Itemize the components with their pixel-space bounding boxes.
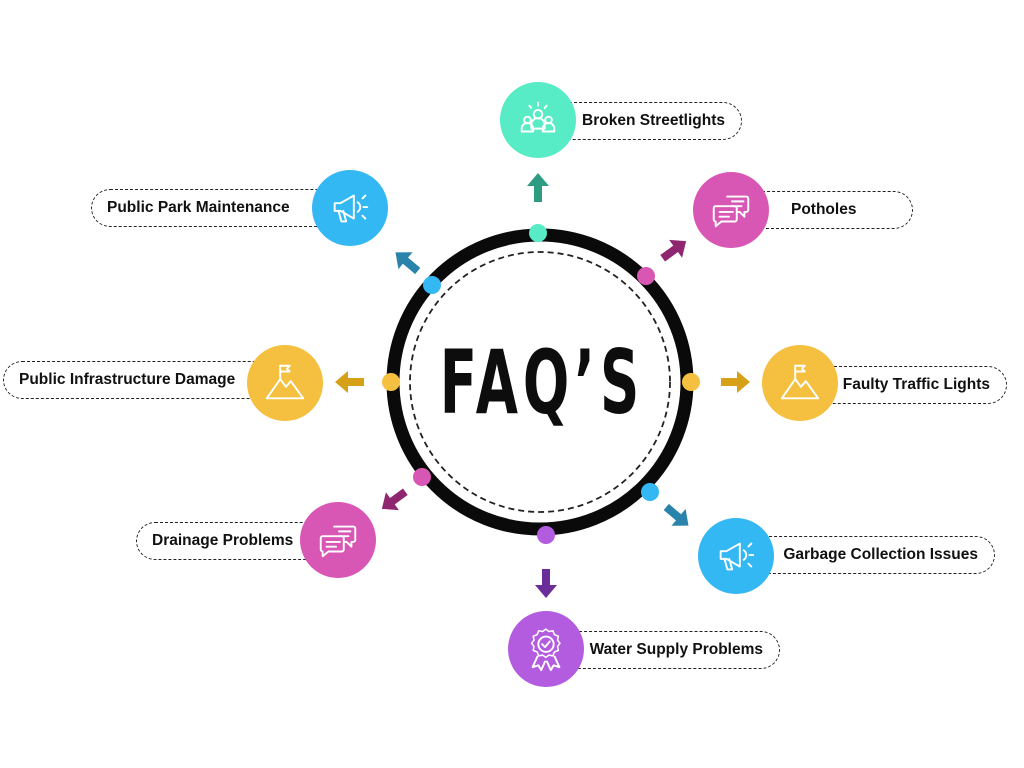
topic-icon-broken-streetlights[interactable] [500, 82, 576, 158]
topic-label-public-infrastructure-damage[interactable]: Public Infrastructure Damage [3, 361, 293, 399]
topic-icon-faulty-traffic-lights[interactable] [762, 345, 838, 421]
center-inner-dashed-ring [409, 251, 671, 513]
topic-text: Public Park Maintenance [107, 199, 290, 216]
connector-dot-broken-streetlights [529, 224, 547, 242]
topic-label-potholes[interactable]: Potholes [738, 191, 913, 229]
topic-label-garbage-collection-issues[interactable]: Garbage Collection Issues [735, 536, 995, 574]
topic-label-water-supply-problems[interactable]: Water Supply Problems [555, 631, 780, 669]
arrow-water-supply-problems [535, 569, 557, 598]
topic-text: Broken Streetlights [582, 112, 725, 129]
award-badge-icon [530, 628, 561, 672]
megaphone-icon [719, 542, 755, 571]
topic-text: Potholes [791, 201, 857, 218]
topic-icon-drainage-problems[interactable] [300, 502, 376, 578]
connector-dot-water-supply-problems [537, 526, 555, 544]
topic-label-drainage-problems[interactable]: Drainage Problems [136, 522, 332, 560]
topic-text: Garbage Collection Issues [783, 546, 978, 563]
topic-icon-garbage-collection-issues[interactable] [698, 518, 774, 594]
arrow-faulty-traffic-lights [721, 371, 750, 393]
connector-dot-garbage-collection-issues [641, 483, 659, 501]
topic-icon-public-park-maintenance[interactable] [312, 170, 388, 246]
connector-dot-public-park-maintenance [423, 276, 441, 294]
arrow-public-park-maintenance [395, 252, 421, 275]
arrow-broken-streetlights [527, 173, 549, 202]
topic-text: Water Supply Problems [589, 641, 763, 658]
connector-dot-drainage-problems [413, 468, 431, 486]
topic-text: Faulty Traffic Lights [842, 376, 990, 393]
topic-text: Public Infrastructure Damage [19, 371, 236, 388]
arrow-garbage-collection-issues [663, 503, 689, 526]
arrow-potholes [660, 239, 687, 262]
topic-text: Drainage Problems [152, 532, 294, 549]
topic-label-public-park-maintenance[interactable]: Public Park Maintenance [91, 189, 343, 227]
mountain-flag-icon [265, 364, 305, 400]
chat-bubbles-icon [319, 525, 357, 558]
megaphone-icon [333, 194, 369, 223]
topic-icon-potholes[interactable] [693, 172, 769, 248]
connector-dot-potholes [637, 267, 655, 285]
arrow-drainage-problems [381, 488, 408, 511]
topic-icon-public-infrastructure-damage[interactable] [247, 345, 323, 421]
topic-icon-water-supply-problems[interactable] [508, 611, 584, 687]
topic-label-faulty-traffic-lights[interactable]: Faulty Traffic Lights [805, 366, 1007, 404]
chat-bubbles-icon [712, 195, 750, 228]
arrow-public-infrastructure-damage [335, 371, 364, 393]
connector-dot-public-infrastructure-damage [382, 373, 400, 391]
center-title: FAQ’S [439, 330, 645, 434]
people-spark-icon [520, 101, 556, 133]
connector-dot-faulty-traffic-lights [682, 373, 700, 391]
mountain-flag-icon [780, 364, 820, 400]
